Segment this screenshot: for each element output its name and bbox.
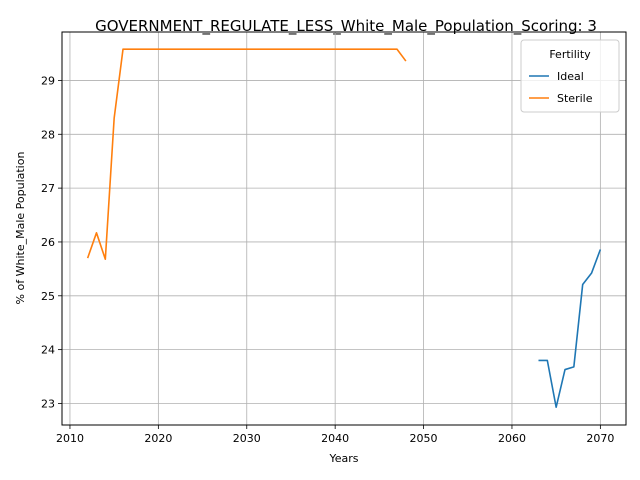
x-axis-label: Years [328,452,358,465]
legend: Fertility Ideal Sterile [520,39,620,113]
y-tick-label: 23 [41,397,55,410]
x-tick-label: 2050 [410,432,438,445]
y-tick-label: 27 [41,182,55,195]
series-line-sterile [86,48,407,260]
y-tick-label: 26 [41,236,55,249]
ticks: 2010 2020 2030 2040 2050 2060 2070 23 24 25 26 27 28… [41,74,614,445]
legend-box [520,39,620,113]
x-tick-label: 2020 [144,432,172,445]
y-axis-label: % of White_Male Population [14,152,27,305]
legend-title: Fertility [549,48,591,61]
chart-title: GOVERNMENT_REGULATE_LESS_White_Male_Popu… [95,17,597,36]
y-tick-label: 25 [41,290,55,303]
legend-label-sterile: Sterile [557,92,593,105]
x-tick-label: 2030 [233,432,261,445]
plot-frame [61,31,627,426]
series-line-ideal [538,249,602,409]
legend-label-ideal: Ideal [557,70,584,83]
y-tick-label: 29 [41,74,55,87]
x-tick-label: 2010 [56,432,84,445]
series-layer [86,48,602,409]
y-tick-label: 24 [41,344,55,357]
y-tick-label: 28 [41,128,55,141]
x-tick-label: 2060 [498,432,526,445]
x-tick-label: 2070 [586,432,614,445]
x-tick-label: 2040 [321,432,349,445]
grid [62,32,626,425]
